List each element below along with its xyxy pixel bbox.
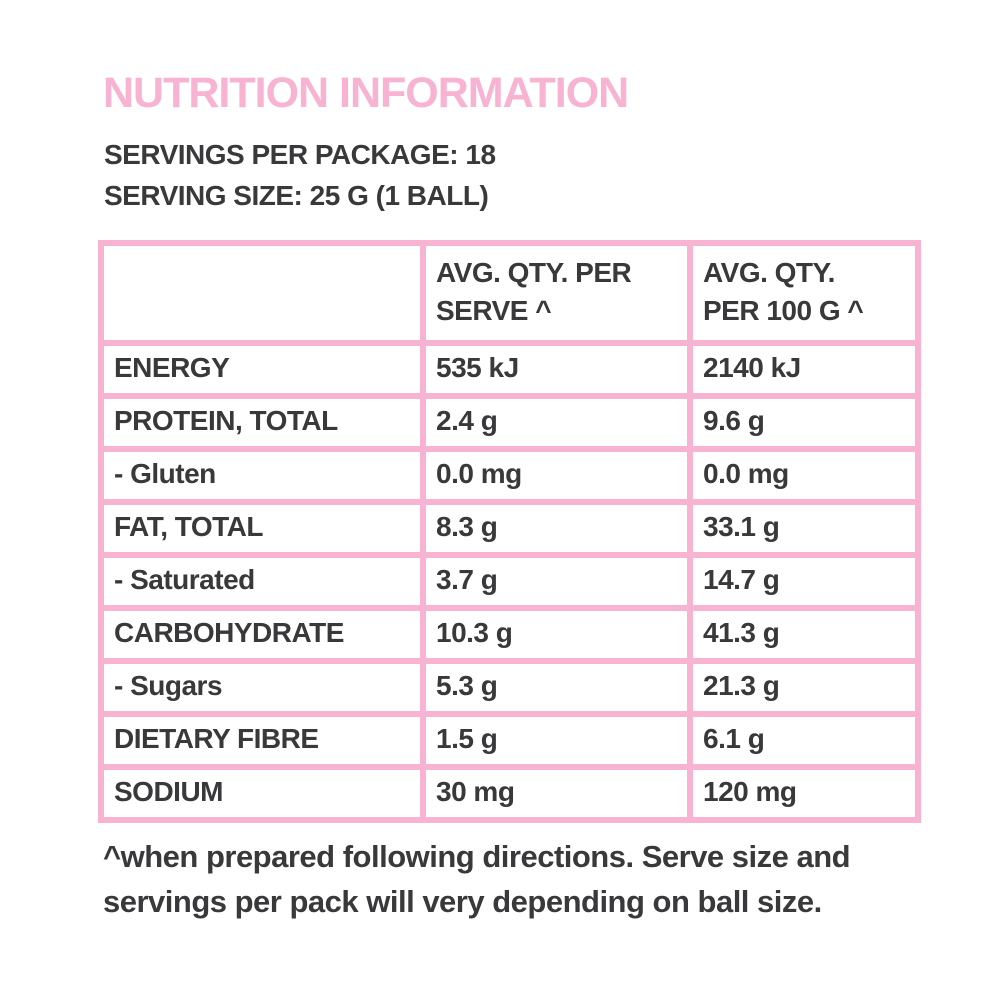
value-per-serve: 8.3 g bbox=[420, 499, 693, 558]
value-per-100g: 9.6 g bbox=[687, 393, 921, 452]
table-row: FAT, TOTAL 8.3 g 33.1 g bbox=[98, 499, 921, 558]
table-row: - Saturated 3.7 g 14.7 g bbox=[98, 552, 921, 611]
footnote: ^when prepared following directions. Ser… bbox=[103, 839, 851, 919]
nutrient-label: DIETARY FIBRE bbox=[98, 711, 426, 770]
header-per-serve-cell: AVG. QTY. PER SERVE ^ bbox=[420, 240, 693, 346]
value-per-100g: 41.3 g bbox=[687, 605, 921, 664]
nutrient-label: PROTEIN, TOTAL bbox=[98, 393, 426, 452]
value-per-serve: 30 mg bbox=[420, 764, 693, 823]
nutrient-label: CARBOHYDRATE bbox=[98, 605, 426, 664]
header-nutrient-cell bbox=[98, 240, 426, 346]
table-row: SODIUM 30 mg 120 mg bbox=[98, 764, 921, 823]
table-row: PROTEIN, TOTAL 2.4 g 9.6 g bbox=[98, 393, 921, 452]
nutrient-label: SODIUM bbox=[98, 764, 426, 823]
value-per-100g: 21.3 g bbox=[687, 658, 921, 717]
table-header-row: AVG. QTY. PER SERVE ^ AVG. QTY. PER 100 … bbox=[98, 240, 921, 346]
value-per-serve: 1.5 g bbox=[420, 711, 693, 770]
table-row: - Sugars 5.3 g 21.3 g bbox=[98, 658, 921, 717]
value-per-serve: 2.4 g bbox=[420, 393, 693, 452]
value-per-100g: 33.1 g bbox=[687, 499, 921, 558]
nutrient-label: - Gluten bbox=[98, 446, 426, 505]
value-per-100g: 120 mg bbox=[687, 764, 921, 823]
nutrient-label: FAT, TOTAL bbox=[98, 499, 426, 558]
nutrient-label: ENERGY bbox=[98, 340, 426, 399]
value-per-serve: 10.3 g bbox=[420, 605, 693, 664]
nutrient-label: - Sugars bbox=[98, 658, 426, 717]
table-row: - Gluten 0.0 mg 0.0 mg bbox=[98, 446, 921, 505]
value-per-serve: 0.0 mg bbox=[420, 446, 693, 505]
value-per-100g: 0.0 mg bbox=[687, 446, 921, 505]
serving-size-line: SERVING SIZE: 25 G (1 BALL) bbox=[104, 180, 489, 211]
nutrition-table: AVG. QTY. PER SERVE ^ AVG. QTY. PER 100 … bbox=[98, 240, 921, 823]
value-per-100g: 2140 kJ bbox=[687, 340, 921, 399]
value-per-serve: 5.3 g bbox=[420, 658, 693, 717]
nutrient-label: - Saturated bbox=[98, 552, 426, 611]
value-per-100g: 14.7 g bbox=[687, 552, 921, 611]
table-row: CARBOHYDRATE 10.3 g 41.3 g bbox=[98, 605, 921, 664]
value-per-serve: 535 kJ bbox=[420, 340, 693, 399]
page-title: NUTRITION INFORMATION bbox=[103, 69, 629, 117]
value-per-100g: 6.1 g bbox=[687, 711, 921, 770]
table-row: ENERGY 535 kJ 2140 kJ bbox=[98, 340, 921, 399]
servings-per-package-line: SERVINGS PER PACKAGE: 18 bbox=[104, 139, 496, 170]
value-per-serve: 3.7 g bbox=[420, 552, 693, 611]
package-info: SERVINGS PER PACKAGE: 18 SERVING SIZE: 2… bbox=[104, 134, 496, 216]
header-per-100g-cell: AVG. QTY. PER 100 G ^ bbox=[687, 240, 921, 346]
table-row: DIETARY FIBRE 1.5 g 6.1 g bbox=[98, 711, 921, 770]
